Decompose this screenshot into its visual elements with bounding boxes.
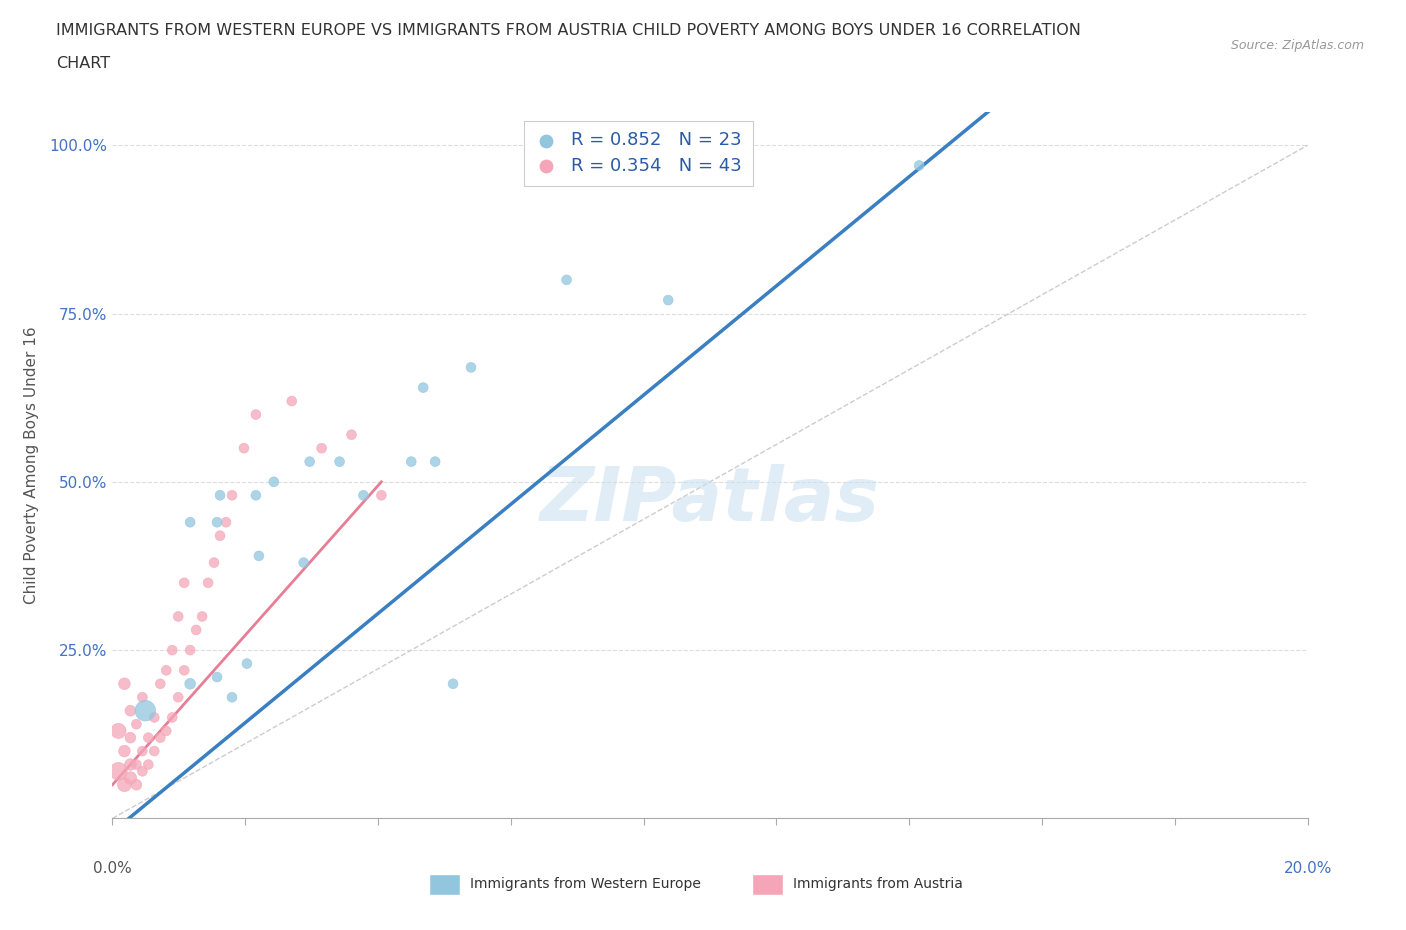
Point [329,454,352,469]
Point [162,643,183,658]
Point [162,710,183,724]
Point [120,757,142,772]
Point [205,515,228,530]
Point [191,609,214,624]
Point [173,663,195,678]
Point [370,488,392,503]
Point [281,393,304,408]
Point [245,488,267,503]
Point [114,676,135,691]
Point [221,488,243,503]
Point [340,427,363,442]
Point [197,576,219,591]
Point [233,441,256,456]
Point [215,515,238,530]
Point [236,657,259,671]
Point [138,757,160,772]
Legend: R = 0.852   N = 23, R = 0.354   N = 43: R = 0.852 N = 23, R = 0.354 N = 43 [524,121,752,185]
Point [353,488,375,503]
Point [167,609,190,624]
Point [143,744,166,759]
Text: 0.0%: 0.0% [93,861,132,876]
Point [149,676,172,691]
Text: Source: ZipAtlas.com: Source: ZipAtlas.com [1230,39,1364,52]
Point [125,717,148,732]
Text: Immigrants from Austria: Immigrants from Austria [793,877,963,892]
Point [134,703,156,718]
Point [120,771,142,786]
Point [125,757,148,772]
Point [186,622,208,637]
Point [143,710,166,724]
Point [555,272,578,287]
Point [131,764,153,778]
Point [657,293,679,308]
Point [460,360,482,375]
Point [179,676,201,691]
Text: IMMIGRANTS FROM WESTERN EUROPE VS IMMIGRANTS FROM AUSTRIA CHILD POVERTY AMONG BO: IMMIGRANTS FROM WESTERN EUROPE VS IMMIGR… [56,23,1081,38]
Text: ZIPatlas: ZIPatlas [540,464,880,537]
Point [138,730,160,745]
Point [107,724,129,738]
Point [221,690,243,705]
Point [120,703,142,718]
Point [107,764,129,778]
Point [441,676,464,691]
Point [179,515,201,530]
Point [149,730,172,745]
Point [209,528,232,543]
Point [167,690,190,705]
Point [245,407,267,422]
Point [401,454,423,469]
Point [173,576,195,591]
Point [155,663,177,678]
Point [131,690,153,705]
Text: Immigrants from Western Europe: Immigrants from Western Europe [470,877,700,892]
Point [202,555,225,570]
Point [247,549,270,564]
Point [131,744,153,759]
Text: 20.0%: 20.0% [1284,861,1331,876]
Point [114,777,135,792]
Point [120,730,142,745]
Point [205,670,228,684]
Point [298,454,321,469]
Point [209,488,232,503]
Point [311,441,333,456]
Point [263,474,285,489]
Text: CHART: CHART [56,56,110,71]
Point [114,744,135,759]
Point [125,777,148,792]
Point [908,158,931,173]
Point [179,643,201,658]
Y-axis label: Child Poverty Among Boys Under 16: Child Poverty Among Boys Under 16 [24,326,38,604]
Point [155,724,177,738]
Point [425,454,447,469]
Point [412,380,434,395]
Point [292,555,315,570]
